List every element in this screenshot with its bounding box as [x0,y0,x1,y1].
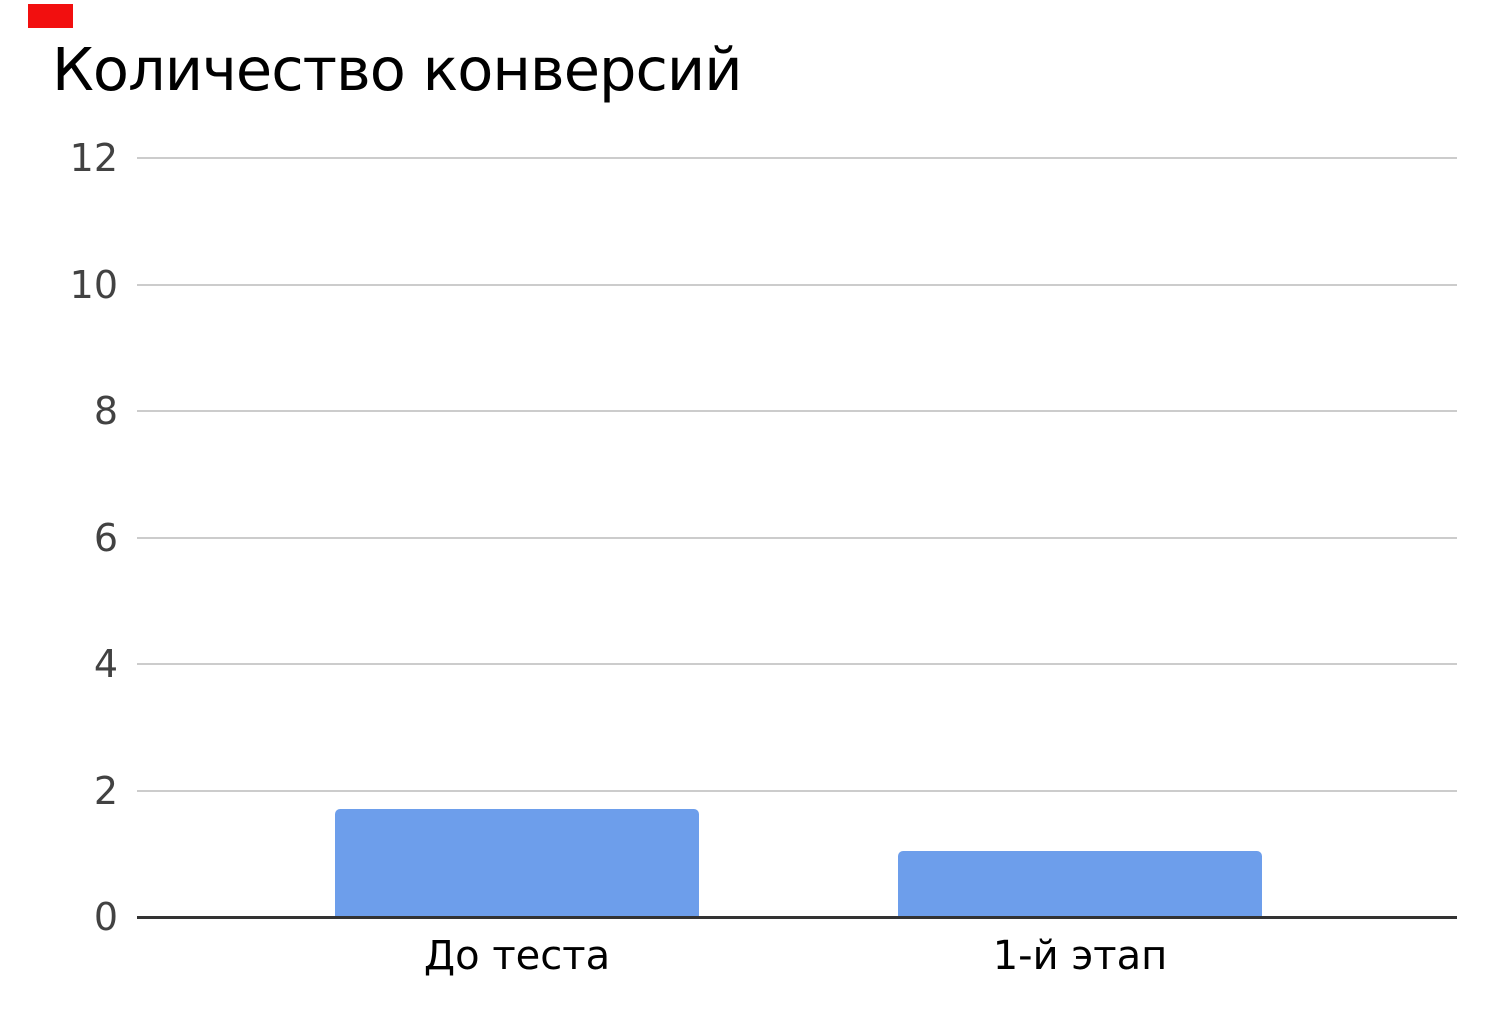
y-axis-tick-label: 12 [69,136,118,180]
y-axis-tick-label: 8 [93,389,118,433]
gridline [137,283,1457,286]
x-axis-line [137,916,1457,919]
gridline [137,157,1457,159]
gridline [137,663,1457,665]
x-axis-tick-label: До теста [423,933,611,979]
y-axis-tick-label: 6 [93,515,118,560]
gridline [137,789,1457,792]
red-marker [28,4,73,28]
x-axis-tick-label: 1-й этап [992,933,1168,979]
y-axis-tick-label: 2 [93,768,118,813]
gridline [137,536,1457,539]
chart-title: Количество конверсий [52,35,743,104]
bar[interactable] [898,851,1262,917]
y-axis-tick-label: 0 [93,895,118,939]
gridline [137,410,1457,412]
y-axis-tick-label: 4 [93,642,118,686]
bar[interactable] [335,809,699,917]
y-axis-tick-label: 10 [69,262,118,307]
